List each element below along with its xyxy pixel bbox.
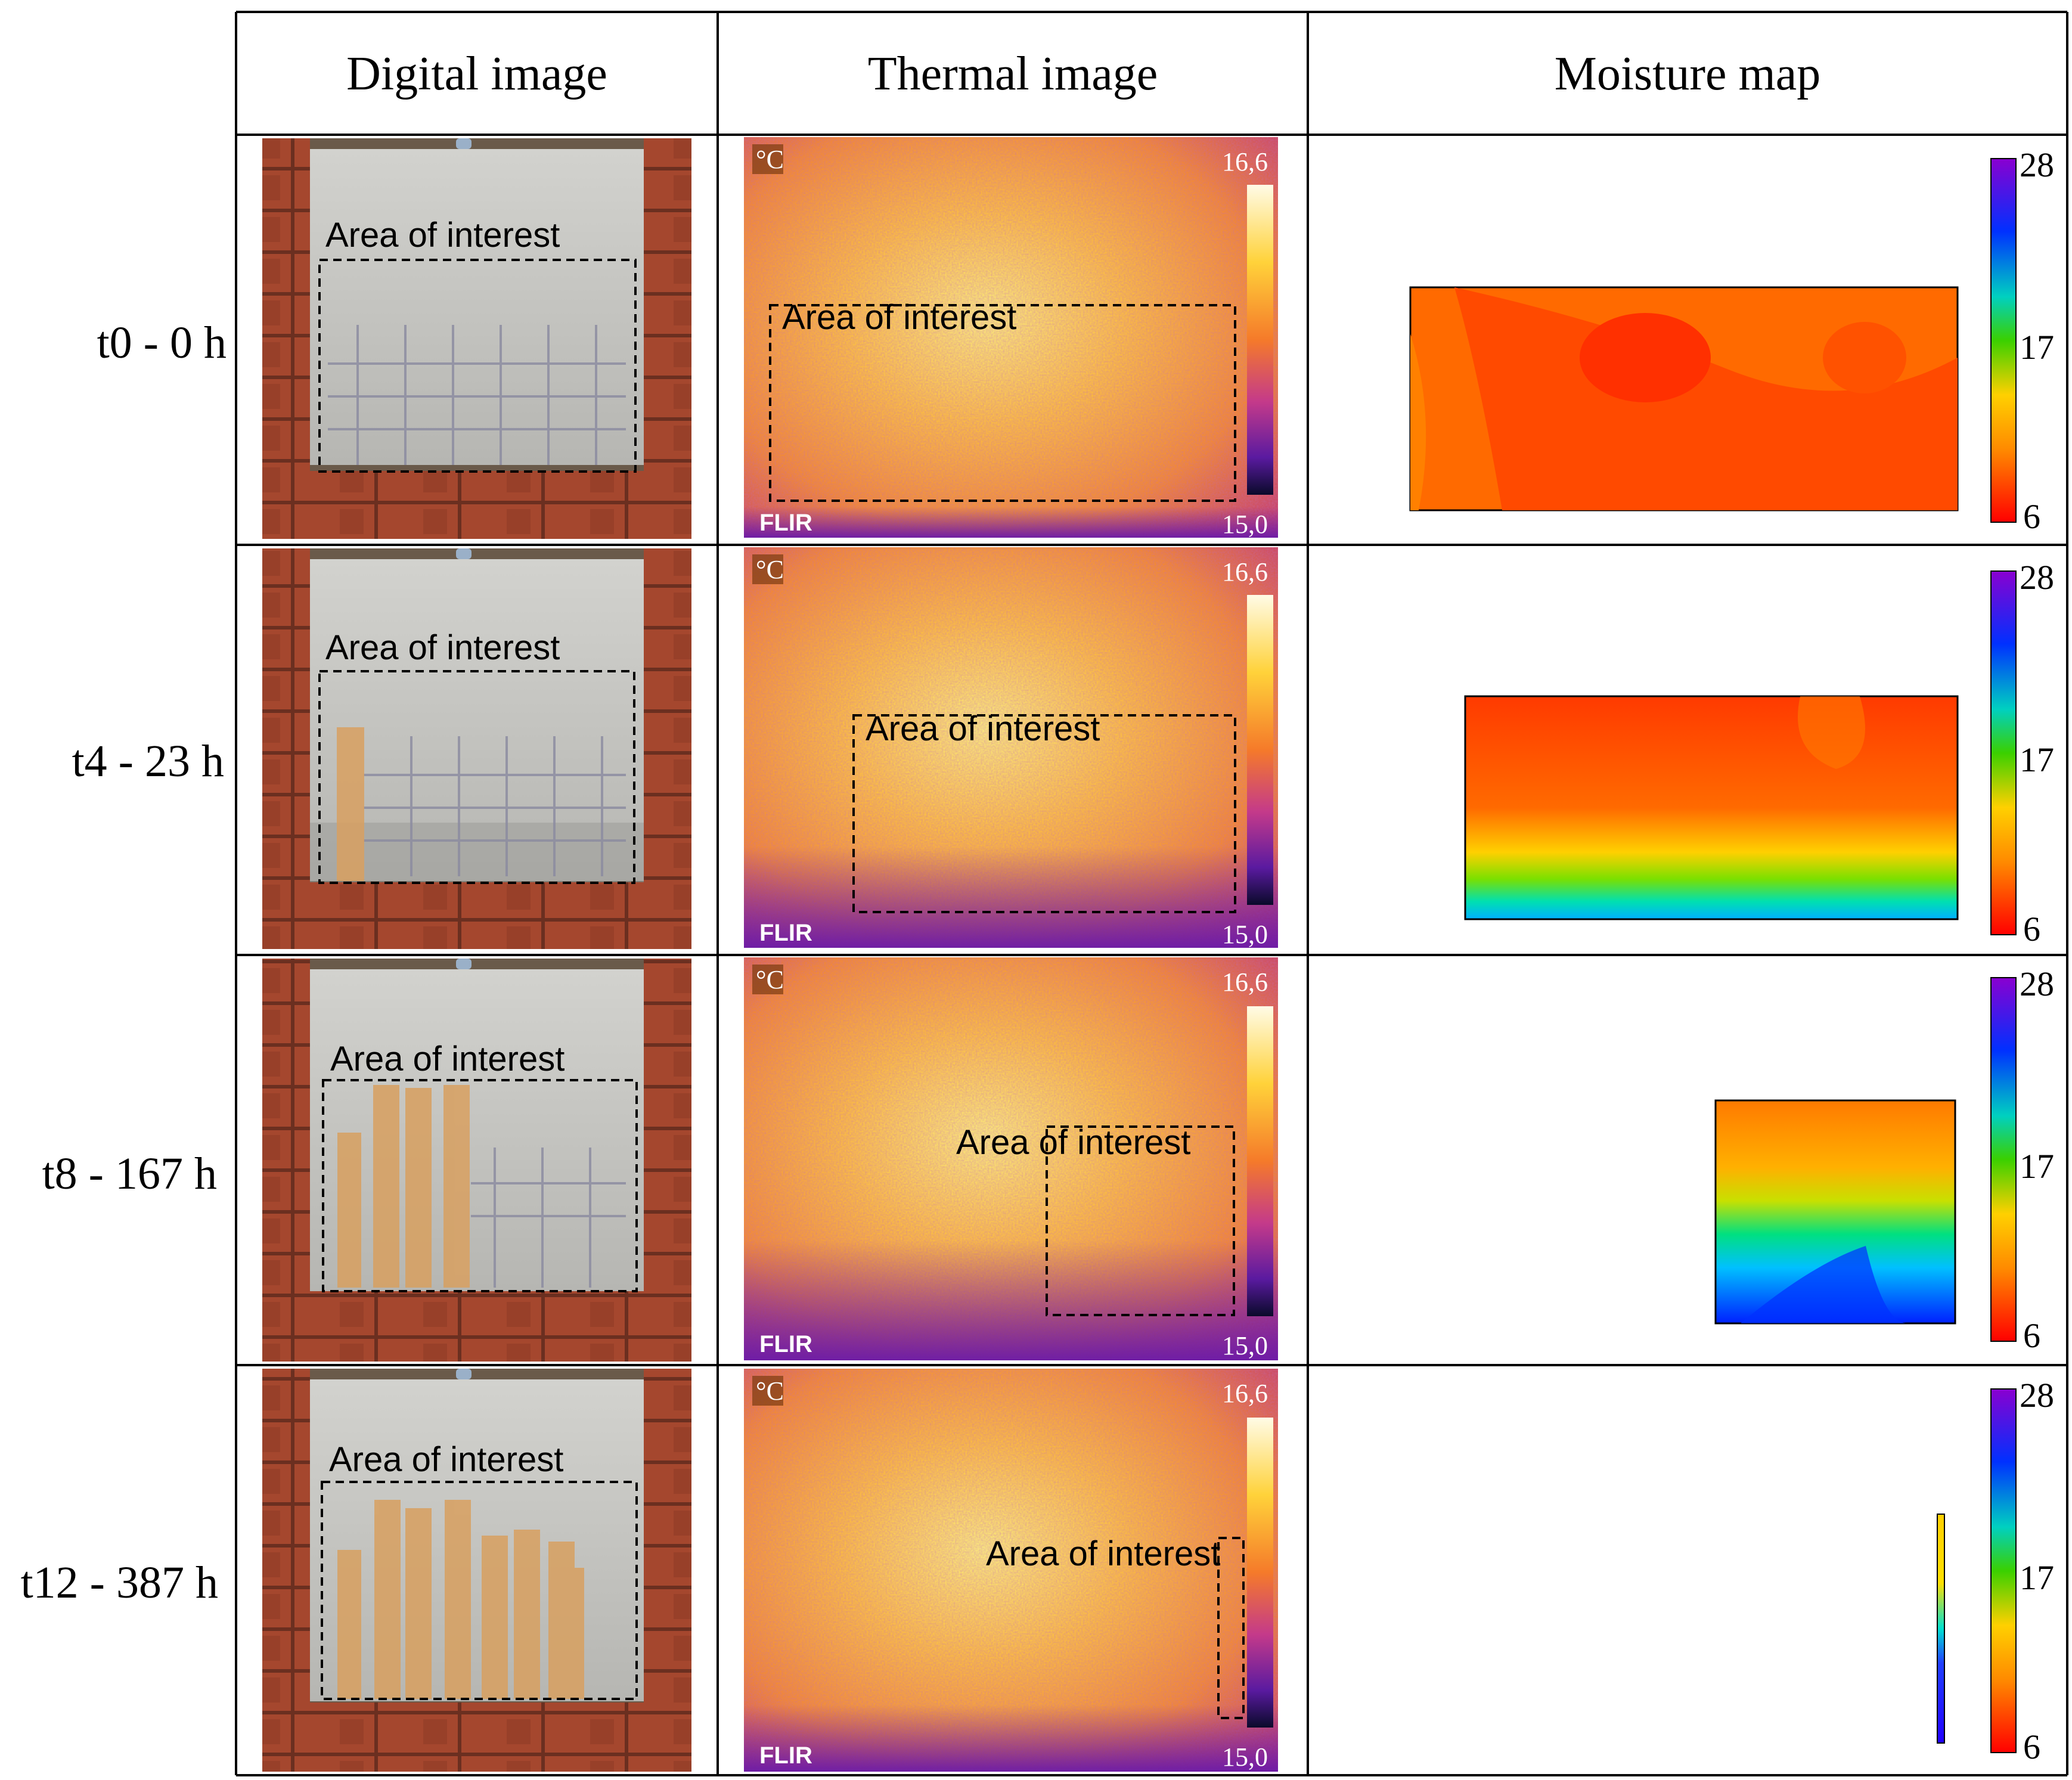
aoi-label-thermal-t0: Area of interest: [782, 298, 1016, 337]
moisture-scale-t12: 28 17 6: [1990, 1376, 2054, 1766]
aoi-label-digital-t4: Area of interest: [325, 628, 560, 667]
moisture-scale-t0: 28 17 6: [1990, 145, 2054, 536]
row-label-t12: t12 - 387 h: [21, 1558, 218, 1608]
moisture-scale-t4: 28 17 6: [1990, 558, 2054, 948]
aoi-label-thermal-t12: Area of interest: [986, 1534, 1220, 1573]
header-thermal-image: Thermal image: [868, 48, 1158, 100]
thermal-image-t12: Area of interest °C 16,6 15,0 FLIR: [744, 1369, 1278, 1772]
moisture-map-t0: [1409, 286, 1959, 511]
moisture-scale-t8: 28 17 6: [1990, 965, 2054, 1355]
row-label-t4: t4 - 23 h: [72, 736, 224, 786]
digital-image-t0: Area of interest: [262, 138, 691, 539]
moisture-map-t8: [1714, 1099, 1956, 1325]
thermal-max-t4: 16,6: [1222, 557, 1268, 587]
flir-logo-t8: FLIR: [759, 1331, 812, 1357]
scale-max-t4: 28: [2020, 558, 2054, 597]
thermal-min-t4: 15,0: [1222, 920, 1268, 949]
digital-image-t12: Area of interest: [262, 1369, 691, 1772]
moisture-map-t12: [1937, 1514, 1945, 1744]
scale-min-t4: 6: [2023, 910, 2040, 948]
thermal-image-t4: Area of interest °C 16,6 15,0 FLIR: [744, 547, 1278, 949]
thermal-unit-t0: °C: [756, 145, 784, 174]
scale-mid-t4: 17: [2020, 740, 2054, 779]
header-moisture-map: Moisture map: [1555, 48, 1821, 100]
row-label-t8: t8 - 167 h: [42, 1149, 217, 1199]
table-grid: [235, 11, 2068, 1776]
scale-mid-t12: 17: [2020, 1558, 2054, 1597]
digital-image-t8: Area of interest: [262, 959, 691, 1362]
flir-logo-t4: FLIR: [759, 920, 812, 946]
aoi-label-thermal-t8: Area of interest: [956, 1123, 1190, 1162]
thermal-min-t12: 15,0: [1222, 1742, 1268, 1772]
scale-min-t0: 6: [2023, 497, 2040, 536]
scale-min-t12: 6: [2023, 1728, 2040, 1766]
thermal-image-t8: Area of interest °C 16,6 15,0 FLIR: [744, 957, 1278, 1360]
thermal-unit-t4: °C: [756, 555, 784, 584]
aoi-label-thermal-t4: Area of interest: [866, 709, 1100, 748]
thermal-max-t0: 16,6: [1222, 147, 1268, 176]
scale-mid-t8: 17: [2020, 1147, 2054, 1186]
digital-image-t4: Area of interest: [262, 548, 691, 949]
thermal-max-t12: 16,6: [1222, 1379, 1268, 1408]
aoi-label-digital-t8: Area of interest: [330, 1040, 564, 1078]
scale-max-t12: 28: [2020, 1376, 2054, 1415]
thermal-min-t8: 15,0: [1222, 1331, 1268, 1360]
thermal-min-t0: 15,0: [1222, 510, 1268, 539]
thermal-unit-t8: °C: [756, 965, 784, 994]
scale-max-t8: 28: [2020, 965, 2054, 1003]
scale-max-t0: 28: [2020, 145, 2054, 184]
thermal-image-t0: Area of interest °C 16,6 15,0 FLIR: [744, 137, 1278, 539]
aoi-label-digital-t0: Area of interest: [325, 216, 560, 255]
moisture-map-t4: [1464, 695, 1959, 920]
aoi-label-digital-t12: Area of interest: [329, 1440, 563, 1479]
header-digital-image: Digital image: [346, 48, 607, 100]
scale-mid-t0: 17: [2020, 328, 2054, 367]
flir-logo-t0: FLIR: [759, 510, 812, 536]
scale-min-t8: 6: [2023, 1316, 2040, 1355]
row-label-t0: t0 - 0 h: [97, 318, 227, 368]
flir-logo-t12: FLIR: [759, 1742, 812, 1769]
thermal-max-t8: 16,6: [1222, 967, 1268, 997]
thermal-unit-t12: °C: [756, 1376, 784, 1406]
